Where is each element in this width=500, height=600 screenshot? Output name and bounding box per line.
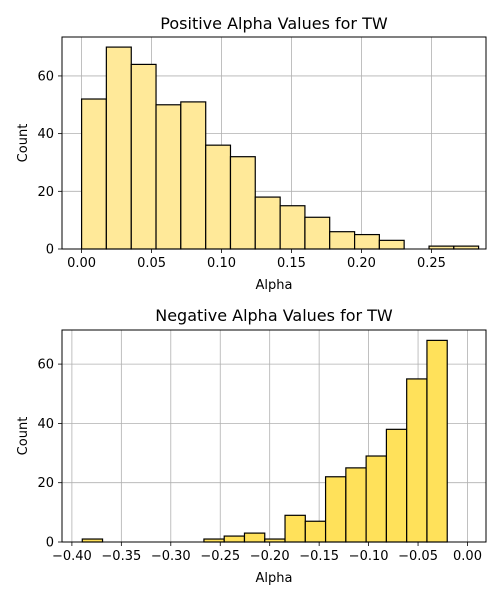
x-tick-label: 0.00 — [453, 549, 482, 564]
y-tick-label: 0 — [46, 243, 54, 258]
y-tick-label: 60 — [37, 358, 54, 373]
y-axis-label: Count — [16, 417, 31, 456]
x-tick-label: 0.20 — [347, 256, 376, 271]
x-tick-label: 0.05 — [137, 256, 166, 271]
y-tick-label: 20 — [37, 185, 54, 200]
histogram-bar — [80, 98, 107, 250]
x-tick-label: −0.25 — [200, 549, 240, 564]
histogram-bar — [243, 532, 266, 543]
histogram-bar — [229, 156, 256, 250]
axes-frame — [61, 36, 487, 250]
y-tick-label: 40 — [37, 127, 54, 142]
x-tick-label: 0.10 — [207, 256, 236, 271]
histogram-bar — [279, 205, 306, 250]
x-tick-label: −0.05 — [398, 549, 438, 564]
y-tick-label: 40 — [37, 417, 54, 432]
x-tick-label: 0.25 — [417, 256, 446, 271]
histogram-bar — [365, 455, 388, 543]
y-tick-label: 20 — [37, 476, 54, 491]
x-tick-label: −0.30 — [151, 549, 191, 564]
histogram-bar — [329, 231, 356, 250]
x-axis-label: Alpha — [256, 571, 293, 586]
histogram-bar — [378, 239, 405, 250]
x-tick-label: −0.35 — [101, 549, 141, 564]
chart-panel-2: −0.40 −0.35 −0.30 −0.25 −0.20 −0.15 −0.10 −0.05… — [16, 306, 487, 586]
x-tick-label: 0.00 — [67, 256, 96, 271]
histogram-bar — [354, 233, 380, 250]
histogram-bar — [155, 104, 182, 250]
histogram-bar — [345, 467, 367, 543]
histogram-bar — [304, 520, 327, 543]
y-axis-label: Count — [16, 124, 31, 163]
histogram-bar — [105, 46, 132, 250]
x-tick-label: −0.40 — [52, 549, 92, 564]
axes-frame — [61, 329, 487, 543]
histogram-bar — [284, 514, 306, 543]
chart-panel-1: 0.00 0.05 0.10 0.15 0.20 0.25 0 20 40 60 Positive … — [16, 14, 487, 293]
x-axis-label: Alpha — [256, 278, 293, 293]
y-tick-label: 0 — [46, 536, 54, 551]
histogram-bar — [130, 63, 157, 250]
chart-title: Positive Alpha Values for TW — [160, 14, 388, 33]
histogram-bar — [254, 196, 281, 250]
x-tick-label: 0.15 — [277, 256, 306, 271]
histogram-bar — [385, 428, 408, 543]
histogram-bar — [304, 216, 331, 250]
chart-title: Negative Alpha Values for TW — [155, 306, 393, 325]
histogram-bar — [205, 144, 232, 250]
histogram-bar — [406, 378, 428, 543]
histogram-bar — [324, 476, 347, 543]
x-tick-label: −0.10 — [349, 549, 389, 564]
x-tick-label: −0.20 — [250, 549, 290, 564]
y-tick-label: 60 — [37, 69, 54, 84]
histogram-bar — [426, 339, 448, 543]
histogram-bar — [180, 101, 207, 250]
histogram-bar — [223, 535, 246, 543]
x-tick-label: −0.15 — [299, 549, 339, 564]
